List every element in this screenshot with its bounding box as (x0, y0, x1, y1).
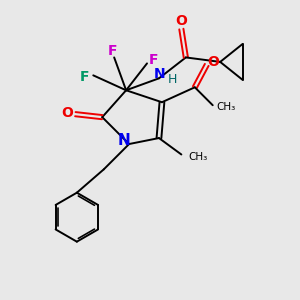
Text: F: F (149, 53, 158, 67)
Text: N: N (117, 133, 130, 148)
Text: O: O (176, 14, 187, 28)
Text: H: H (168, 73, 177, 86)
Text: O: O (61, 106, 73, 120)
Text: N: N (154, 67, 165, 81)
Text: CH₃: CH₃ (217, 102, 236, 112)
Text: F: F (80, 70, 90, 84)
Text: O: O (207, 55, 219, 69)
Text: F: F (108, 44, 117, 58)
Text: CH₃: CH₃ (188, 152, 207, 163)
